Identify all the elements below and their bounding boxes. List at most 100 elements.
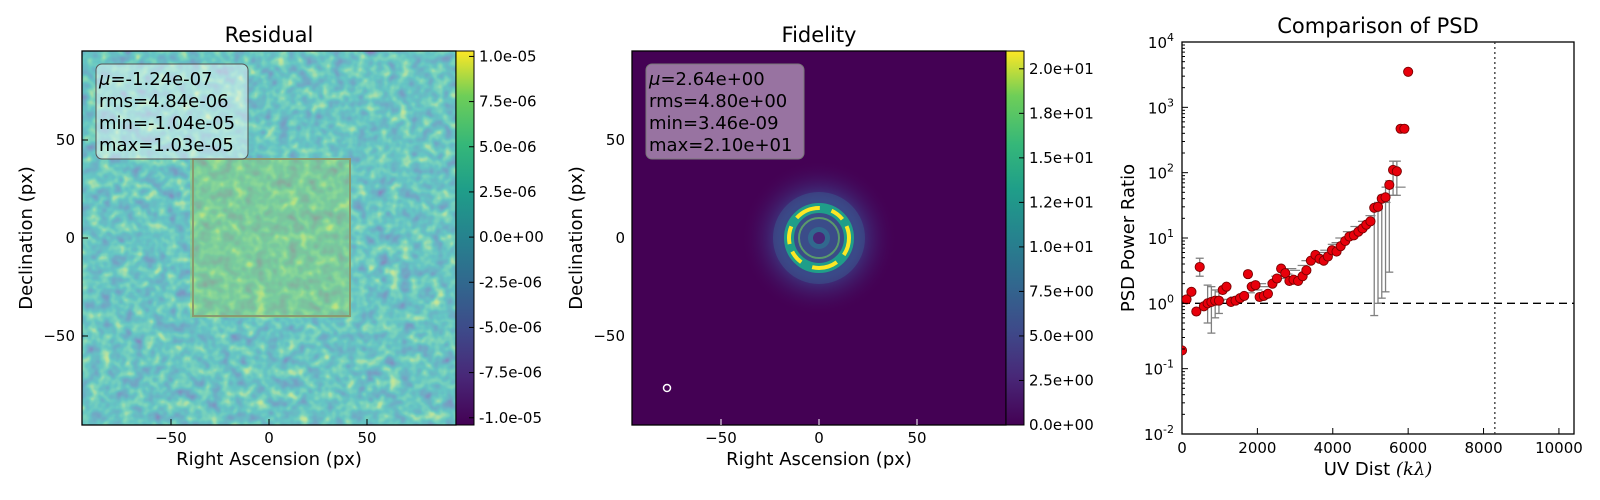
fidelity-stat-key: min — [649, 113, 683, 134]
fidelity-colorbar-tick-label: 1.2e+01 — [1029, 193, 1094, 211]
residual-panel: Residual μ=-1.24e-07 rms=4.84e-06 min=-1… — [16, 23, 544, 470]
fidelity-stat-value: =2.64e+00 — [660, 69, 764, 90]
residual-x-tick-label: 50 — [357, 429, 376, 447]
fidelity-colorbar-tick-label: 2.5e+00 — [1029, 371, 1094, 389]
fidelity-colorbar-tick-label: 1.0e+01 — [1029, 238, 1094, 256]
psd-title: Comparison of PSD — [1277, 14, 1479, 38]
psd-x-axis-label-text: UV Dist — [1324, 459, 1396, 480]
svg-text:μ=-1.24e-07: μ=-1.24e-07 — [98, 69, 213, 90]
fidelity-colorbar-tick-label: 1.5e+01 — [1029, 149, 1094, 167]
psd-y-tick-label: 101 — [1148, 227, 1174, 248]
psd-point — [1400, 124, 1409, 133]
psd-x-tick-label: 2000 — [1238, 439, 1276, 457]
fidelity-colorbar-tick-label: 2.0e+01 — [1029, 60, 1094, 78]
residual-colorbar-tick-label: 0.0e+00 — [479, 228, 544, 246]
psd-point — [1366, 217, 1375, 226]
residual-stat-key: rms — [99, 91, 133, 112]
psd-x-axis-label: UV Dist (kλ) — [1324, 459, 1433, 480]
psd-point — [1222, 282, 1231, 291]
psd-panel: Comparison of PSD 0 2000 4000 6000 8000 10000… — [1118, 14, 1583, 480]
residual-stat-value: =1.03e-05 — [138, 135, 234, 156]
residual-x-tick-label: 0 — [264, 429, 274, 447]
svg-text:rms=4.84e-06: rms=4.84e-06 — [99, 91, 229, 112]
residual-colorbar-tick-label: 2.5e-06 — [479, 183, 537, 201]
fidelity-colorbar-tick-label: 5.0e+00 — [1029, 327, 1094, 345]
svg-text:μ=2.64e+00: μ=2.64e+00 — [648, 69, 765, 90]
psd-y-tick-label: 10-1 — [1144, 358, 1174, 379]
psd-point — [1272, 274, 1281, 283]
psd-x-axis-unit: (kλ) — [1396, 459, 1432, 480]
residual-y-tick-label: −50 — [43, 327, 75, 345]
psd-x-tick-label: 10000 — [1535, 439, 1583, 457]
psd-y-tick-label: 102 — [1148, 162, 1174, 183]
fidelity-stat-key: μ — [648, 69, 660, 90]
fidelity-x-tick-label: 50 — [907, 429, 926, 447]
svg-text:min=-1.04e-05: min=-1.04e-05 — [99, 113, 235, 134]
residual-title: Residual — [225, 23, 314, 47]
fidelity-colorbar: 2.0e+011.8e+011.5e+011.2e+011.0e+017.5e+… — [1006, 51, 1094, 434]
psd-x-tick-label: 0 — [1177, 439, 1187, 457]
residual-stat-key: min — [99, 113, 133, 134]
fidelity-colorbar-tick-label: 0.0e+00 — [1029, 416, 1094, 434]
psd-point — [1302, 266, 1311, 275]
residual-stat-value: =-1.24e-07 — [110, 69, 212, 90]
psd-point — [1263, 289, 1272, 298]
fidelity-panel: Fidelity μ=2.64e+00 rms=4.80e+00 min=3.4… — [566, 23, 1094, 470]
residual-colorbar-tick-label: -1.0e-05 — [479, 409, 542, 427]
psd-y-tick-label: 100 — [1148, 292, 1174, 313]
fidelity-stat-value: =3.46e-09 — [683, 113, 779, 134]
psd-x-tick-label: 4000 — [1314, 439, 1352, 457]
psd-point — [1251, 281, 1260, 290]
psd-y-axis-label: PSD Power Ratio — [1118, 164, 1139, 312]
residual-y-tick-label: 0 — [65, 229, 75, 247]
fidelity-x-tick-label: −50 — [705, 429, 737, 447]
psd-point — [1243, 270, 1252, 279]
psd-y-tick-label: 104 — [1148, 31, 1174, 52]
svg-text:rms=4.80e+00: rms=4.80e+00 — [649, 91, 787, 112]
fidelity-stat-value: =2.10e+01 — [688, 135, 792, 156]
psd-point — [1240, 291, 1249, 300]
residual-stat-key: max — [99, 135, 139, 156]
psd-point — [1187, 287, 1196, 296]
residual-colorbar: 1.0e-05 7.5e-06 5.0e-06 2.5e-06 0.0e+00 -2.5e… — [456, 47, 544, 426]
psd-y-tick-label: 103 — [1148, 96, 1174, 117]
residual-colorbar-tick-label: -5.0e-06 — [479, 318, 542, 336]
residual-colorbar-tick-label: 1.0e-05 — [479, 47, 537, 65]
residual-colorbar-tick-label: 5.0e-06 — [479, 138, 537, 156]
fidelity-stat-key: max — [649, 135, 689, 156]
svg-text:max=2.10e+01: max=2.10e+01 — [649, 135, 792, 156]
fidelity-y-tick-label: 0 — [615, 229, 625, 247]
psd-point — [1381, 193, 1390, 202]
fidelity-stat-value: =4.80e+00 — [683, 91, 787, 112]
psd-x-tick-label: 8000 — [1464, 439, 1502, 457]
fidelity-colorbar-tick-label: 1.8e+01 — [1029, 104, 1094, 122]
fidelity-y-axis-label: Declination (px) — [566, 166, 587, 310]
svg-text:max=1.03e-05: max=1.03e-05 — [99, 135, 234, 156]
psd-point — [1392, 167, 1401, 176]
svg-text:min=3.46e-09: min=3.46e-09 — [649, 113, 779, 134]
residual-y-tick-label: 50 — [56, 131, 75, 149]
psd-x-tick-label: 6000 — [1389, 439, 1427, 457]
residual-colorbar-tick-label: 7.5e-06 — [479, 93, 537, 111]
fidelity-x-tick-label: 0 — [814, 429, 824, 447]
residual-y-ticks: 50 0 −50 — [43, 131, 88, 345]
residual-stat-value: =-1.04e-05 — [133, 113, 235, 134]
fidelity-stats-box: μ=2.64e+00 rms=4.80e+00 min=3.46e-09 max… — [646, 64, 804, 159]
residual-x-axis-label: Right Ascension (px) — [176, 449, 362, 470]
residual-x-tick-label: −50 — [155, 429, 187, 447]
fidelity-x-axis-label: Right Ascension (px) — [726, 449, 912, 470]
residual-stat-key: μ — [98, 69, 110, 90]
fidelity-title: Fidelity — [782, 23, 857, 47]
residual-colorbar-tick-label: -2.5e-06 — [479, 273, 542, 291]
residual-stats-box: μ=-1.24e-07 rms=4.84e-06 min=-1.04e-05 m… — [96, 64, 248, 159]
residual-y-axis-label: Declination (px) — [16, 166, 37, 310]
psd-point — [1404, 67, 1413, 76]
psd-point — [1177, 346, 1186, 355]
psd-point — [1214, 296, 1223, 305]
psd-point — [1195, 262, 1204, 271]
fidelity-y-ticks: 50 0 −50 — [593, 131, 625, 345]
psd-y-tick-label: 10-2 — [1144, 423, 1174, 444]
residual-colorbar-tick-label: -7.5e-06 — [479, 364, 542, 382]
residual-stat-value: =4.84e-06 — [133, 91, 229, 112]
